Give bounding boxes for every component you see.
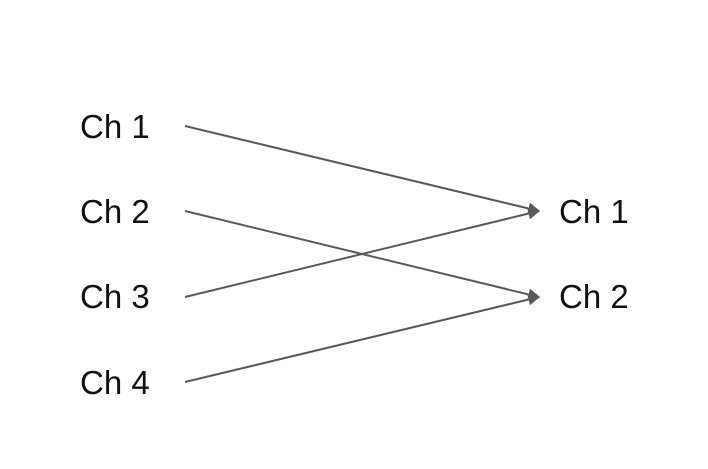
arrow-in1-to-out1: [184, 125, 541, 215]
input-label-ch2: Ch 2: [80, 193, 150, 230]
input-label-ch3: Ch 3: [80, 278, 150, 315]
output-label-ch2: Ch 2: [559, 278, 629, 315]
input-label-ch1: Ch 1: [80, 108, 150, 145]
input-label-ch4: Ch 4: [80, 364, 150, 401]
output-label-ch1: Ch 1: [559, 193, 629, 230]
arrow-in4-to-out2: [184, 293, 541, 383]
arrow-in3-to-out1: [184, 207, 541, 298]
